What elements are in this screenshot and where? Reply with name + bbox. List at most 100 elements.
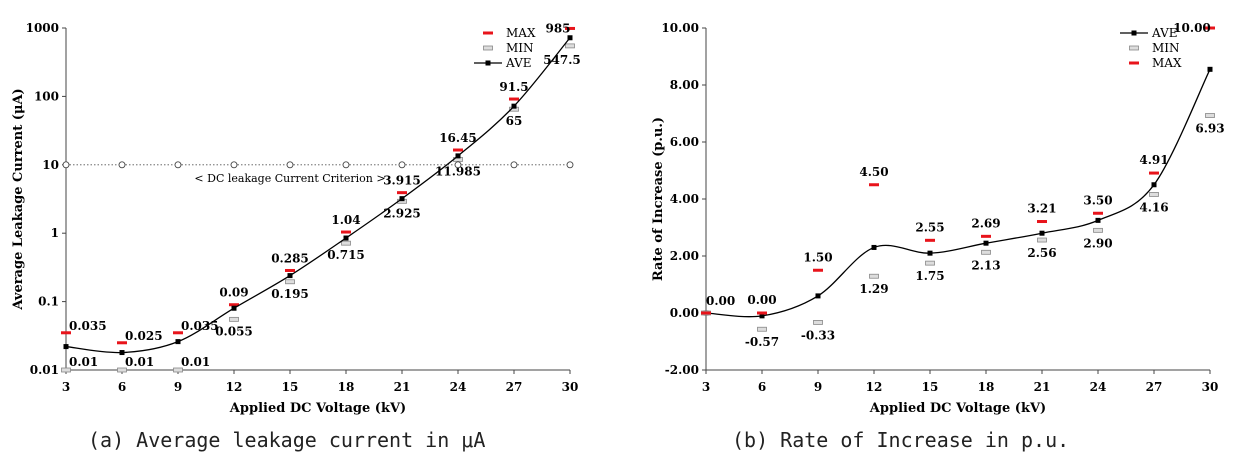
- y-tick-label: 1000: [26, 21, 59, 35]
- min-data-label: 2.925: [383, 206, 421, 220]
- series-ave-marker: [455, 153, 461, 159]
- series-ave-marker: [1151, 182, 1157, 188]
- series-min-marker: [117, 367, 127, 373]
- series-min-marker: [285, 279, 295, 285]
- max-data-label: 0.00: [706, 294, 735, 308]
- chart-panel-a: 0.01 0.1 1 10 100 1000 3 6 9 12 15 18 21 24 27 30 Applie…: [11, 21, 581, 416]
- series-min-marker: [1037, 237, 1047, 243]
- series-min-marker: [341, 240, 351, 246]
- series-ave-marker: [1207, 66, 1213, 72]
- series-min-marker: [1149, 192, 1159, 197]
- x-axis-title: Applied DC Voltage (kV): [229, 401, 406, 416]
- x-tick-label: 24: [450, 380, 467, 394]
- series-ave-marker: [1039, 230, 1045, 236]
- x-tick-label: 3: [62, 380, 70, 394]
- x-tick-label: 15: [922, 380, 939, 394]
- x-tick-label: 27: [506, 380, 523, 394]
- series-min-marker: [757, 326, 767, 332]
- min-data-label: 6.93: [1195, 121, 1224, 135]
- series-max-marker: [173, 331, 183, 335]
- criterion-marker: [118, 161, 126, 169]
- series-max-marker: [565, 26, 575, 30]
- criterion-marker: [510, 161, 518, 169]
- legend-label-max: MAX: [506, 26, 536, 40]
- series-max-marker: [453, 148, 463, 152]
- legend-label-max: MAX: [1152, 56, 1182, 70]
- criterion-marker: [342, 161, 350, 169]
- criterion-marker: [286, 161, 294, 169]
- max-data-label: 0.025: [125, 329, 163, 343]
- caption-a: (a) Average leakage current in μA: [88, 428, 486, 452]
- x-tick-label: 30: [1202, 380, 1219, 394]
- series-ave-marker: [927, 250, 933, 256]
- min-data-label: 4.16: [1139, 200, 1168, 214]
- min-data-label: 547.5: [543, 53, 581, 67]
- max-data-label: 1.04: [331, 213, 360, 227]
- series-max-marker: [61, 331, 71, 335]
- max-data-label: 4.91: [1139, 153, 1168, 167]
- figure-canvas: 0.01 0.1 1 10 100 1000 3 6 9 12 15 18 21 24 27 30 Applie…: [11, 21, 1225, 416]
- series-min-marker: [981, 249, 991, 255]
- max-data-label: 0.035: [69, 319, 107, 333]
- y-tick-label: 10: [42, 158, 59, 172]
- y-tick-label: 100: [34, 89, 59, 103]
- series-ave-marker: [63, 344, 69, 350]
- min-data-label: 1.29: [859, 282, 888, 296]
- min-data-label: 2.13: [971, 258, 1000, 272]
- series-max-marker: [869, 183, 879, 187]
- min-data-label: 0.01: [125, 355, 154, 369]
- series-max-marker: [397, 191, 407, 195]
- series-ave-line: [705, 69, 1211, 318]
- y-tick-label: 6.00: [670, 135, 699, 149]
- series-ave-marker: [511, 103, 517, 109]
- x-tick-label: 18: [338, 380, 355, 394]
- series-max-marker: [981, 234, 991, 238]
- legend-label-min: MIN: [1152, 41, 1180, 55]
- max-data-label: 91.5: [499, 80, 528, 94]
- x-tick-label: 9: [814, 380, 822, 394]
- max-data-label: 0.285: [271, 251, 309, 265]
- max-data-label: 1.50: [803, 250, 832, 264]
- min-data-label: 0.715: [327, 248, 365, 262]
- x-tick-label: 21: [394, 380, 411, 394]
- series-max-marker: [285, 268, 295, 272]
- legend-label-ave: AVE: [505, 56, 532, 70]
- series-ave-marker: [815, 293, 821, 299]
- series-ave-marker: [983, 240, 989, 246]
- legend-ave-marker: [485, 60, 491, 66]
- criterion-marker: [454, 161, 462, 169]
- min-data-label: 0.01: [181, 355, 210, 369]
- legend-max-marker: [483, 31, 493, 35]
- y-tick-label: 2.00: [670, 249, 699, 263]
- y-tick-label: -2.00: [665, 363, 699, 377]
- series-min-marker: [61, 367, 71, 373]
- x-tick-label: 6: [758, 380, 766, 394]
- series-min-marker: [925, 260, 935, 266]
- x-tick-label: 18: [978, 380, 995, 394]
- series-ave-marker: [399, 196, 405, 202]
- max-data-label: 10.00: [1173, 21, 1211, 35]
- series-max-marker: [813, 268, 823, 272]
- min-data-label: 65: [506, 114, 523, 128]
- series-min-marker: [173, 367, 183, 373]
- legend-label-ave: AVE: [1151, 26, 1178, 40]
- y-tick-label: 8.00: [670, 78, 699, 92]
- series-max-marker: [117, 341, 127, 345]
- max-data-label: 0.09: [219, 286, 248, 300]
- y-tick-label: 4.00: [670, 192, 699, 206]
- min-data-label: 0.055: [215, 324, 253, 338]
- min-data-label: -0.33: [801, 328, 835, 342]
- y-tick-label: 0.01: [30, 363, 59, 377]
- x-tick-label: 9: [174, 380, 182, 394]
- x-tick-label: 3: [702, 380, 710, 394]
- max-data-label: 3.21: [1027, 202, 1056, 216]
- series-ave-marker: [175, 339, 181, 345]
- legend-min-marker: [1129, 45, 1139, 51]
- max-data-label: 2.55: [915, 220, 944, 234]
- x-tick-label: 30: [562, 380, 579, 394]
- series-max-marker: [1037, 220, 1047, 224]
- y-tick-label: 10.00: [661, 21, 699, 35]
- x-tick-label: 27: [1146, 380, 1163, 394]
- series-max-marker: [229, 303, 239, 307]
- criterion-marker: [566, 161, 574, 169]
